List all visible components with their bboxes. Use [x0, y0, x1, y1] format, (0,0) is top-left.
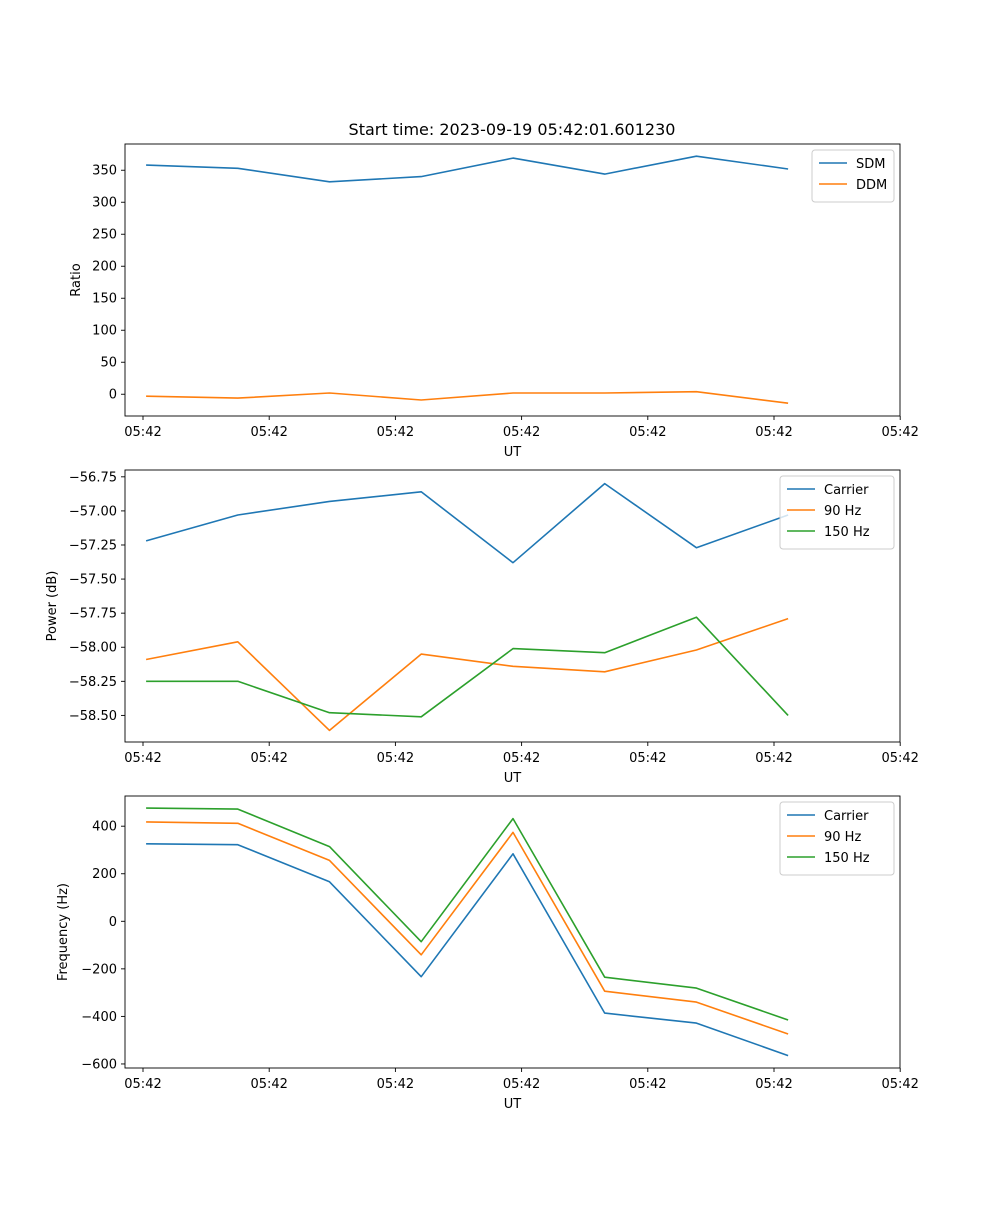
figure-title: Start time: 2023-09-19 05:42:01.601230 — [349, 120, 676, 139]
x-tick-label: 05:42 — [124, 1077, 161, 1092]
series-line-ddm — [146, 390, 789, 404]
x-axis-label: UT — [504, 445, 522, 460]
legend-label: 150 Hz — [824, 851, 870, 866]
x-axis-label: UT — [504, 771, 522, 786]
x-axis-label: UT — [504, 1097, 522, 1112]
legend: Carrier 90 Hz 150 Hz — [779, 801, 895, 876]
y-tick-label: −57.00 — [69, 504, 117, 519]
legend-label: SDM — [856, 157, 885, 172]
y-tick-label: −58.50 — [69, 709, 117, 724]
y-tick-label: −57.75 — [69, 607, 117, 622]
series-line-150-hz — [146, 807, 789, 1021]
series-line-90-hz — [146, 821, 789, 1035]
y-tick-label: −400 — [81, 1010, 117, 1025]
panel-1: 05:4205:4205:4205:4205:4205:4205:4205:43… — [69, 143, 919, 460]
series-line-carrier — [145, 482, 789, 564]
y-tick-label: 400 — [92, 820, 117, 835]
panel-3: 05:4205:4205:4205:4205:4205:4205:4205:43… — [56, 795, 919, 1112]
y-tick-label: 300 — [92, 196, 117, 211]
x-tick-label: 05:42 — [124, 751, 161, 766]
x-tick-label: 05:42 — [377, 751, 414, 766]
x-tick-label: 05:42 — [503, 425, 540, 440]
y-tick-label: −600 — [81, 1057, 117, 1072]
x-tick-label: 05:42 — [881, 1077, 918, 1092]
y-tick-label: 0 — [109, 915, 117, 930]
x-tick-label: 05:42 — [250, 1077, 287, 1092]
x-tick-label: 05:42 — [250, 425, 287, 440]
axes-frame — [124, 469, 901, 743]
x-tick-label: 05:42 — [755, 1077, 792, 1092]
x-tick-label: 05:42 — [755, 425, 792, 440]
x-tick-label: 05:42 — [250, 751, 287, 766]
y-tick-label: −57.50 — [69, 573, 117, 588]
x-tick-label: 05:42 — [755, 751, 792, 766]
y-axis-label: Ratio — [69, 263, 84, 296]
x-tick-label: 05:42 — [503, 751, 540, 766]
series-line-90-hz — [145, 617, 789, 732]
series-line-150-hz — [146, 616, 789, 718]
y-tick-label: −200 — [81, 962, 117, 977]
y-tick-label: 50 — [100, 356, 117, 371]
axes-frame — [124, 795, 901, 1069]
x-tick-label: 05:42 — [124, 425, 161, 440]
legend-label: 90 Hz — [824, 830, 861, 845]
y-tick-label: 200 — [92, 260, 117, 275]
legend-label: 90 Hz — [824, 504, 861, 519]
series-line-sdm — [146, 155, 789, 183]
y-tick-label: 100 — [92, 324, 117, 339]
legend-label: 150 Hz — [824, 525, 870, 540]
legend-label: DDM — [856, 178, 887, 193]
x-tick-label: 05:42 — [881, 425, 918, 440]
legend: SDM DDM — [811, 149, 895, 203]
x-tick-label: 05:42 — [377, 1077, 414, 1092]
y-tick-label: 0 — [109, 388, 117, 403]
y-tick-label: 200 — [92, 867, 117, 882]
y-tick-label: 150 — [92, 292, 117, 307]
y-tick-label: −56.75 — [69, 470, 117, 485]
y-tick-label: 250 — [92, 228, 117, 243]
x-tick-label: 05:42 — [881, 751, 918, 766]
y-tick-label: −58.00 — [69, 641, 117, 656]
y-axis-label: Power (dB) — [45, 571, 60, 642]
x-tick-label: 05:42 — [503, 1077, 540, 1092]
axes-frame — [124, 143, 901, 417]
series-line-carrier — [146, 843, 789, 1057]
y-axis-label: Frequency (Hz) — [56, 883, 71, 981]
legend-label: Carrier — [824, 483, 869, 498]
x-tick-label: 05:42 — [629, 751, 666, 766]
y-tick-label: −58.25 — [69, 675, 117, 690]
y-tick-label: 350 — [92, 164, 117, 179]
x-tick-label: 05:42 — [629, 425, 666, 440]
x-tick-label: 05:42 — [377, 425, 414, 440]
legend: Carrier 90 Hz 150 Hz — [779, 475, 895, 550]
x-tick-label: 05:42 — [629, 1077, 666, 1092]
legend-label: Carrier — [824, 809, 869, 824]
panel-2: 05:4205:4205:4205:4205:4205:4205:4205:43… — [45, 469, 919, 786]
y-tick-label: −57.25 — [69, 538, 117, 553]
